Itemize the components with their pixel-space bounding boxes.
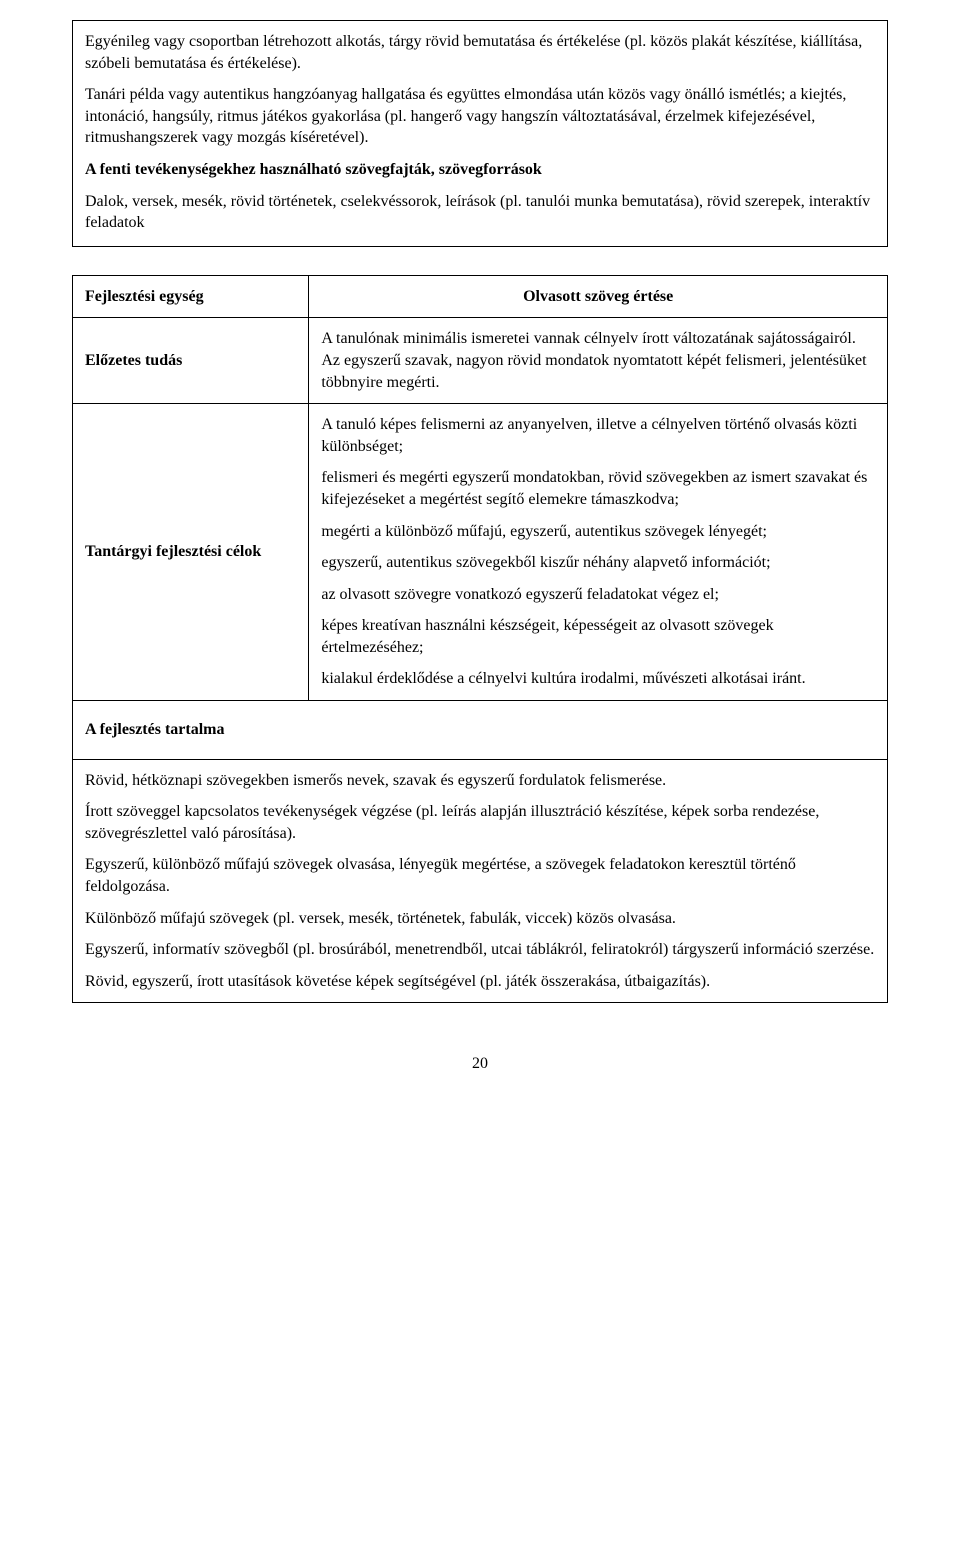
- page-number: 20: [72, 1053, 888, 1075]
- row-content-full: Rövid, hétköznapi szövegekben ismerős ne…: [73, 759, 888, 1003]
- section-subheading: A fenti tevékenységekhez használható szö…: [85, 159, 875, 181]
- curriculum-table: Fejlesztési egység Olvasott szöveg értés…: [72, 275, 888, 1004]
- paragraph: megérti a különböző műfajú, egyszerű, au…: [321, 521, 875, 543]
- paragraph: Tanári példa vagy autentikus hangzóanyag…: [85, 84, 875, 149]
- paragraph: A tanulónak minimális ismeretei vannak c…: [321, 328, 875, 393]
- paragraph: Egyszerű, informatív szövegből (pl. bros…: [85, 939, 875, 961]
- row-label: Előzetes tudás: [73, 318, 309, 404]
- paragraph: Rövid, hétköznapi szövegekben ismerős ne…: [85, 770, 875, 792]
- row-title: Olvasott szöveg értése: [309, 275, 888, 318]
- row-label-full: A fejlesztés tartalma: [73, 701, 888, 760]
- table-row: Előzetes tudás A tanulónak minimális ism…: [73, 318, 888, 404]
- paragraph: kialakul érdeklődése a célnyelvi kultúra…: [321, 668, 875, 690]
- row-label: Fejlesztési egység: [73, 275, 309, 318]
- table-row: Fejlesztési egység Olvasott szöveg értés…: [73, 275, 888, 318]
- paragraph: Egyszerű, különböző műfajú szövegek olva…: [85, 854, 875, 897]
- paragraph: A tanuló képes felismerni az anyanyelven…: [321, 414, 875, 457]
- row-label: Tantárgyi fejlesztési célok: [73, 404, 309, 701]
- table-row: A fejlesztés tartalma: [73, 701, 888, 760]
- paragraph: Rövid, egyszerű, írott utasítások követé…: [85, 971, 875, 993]
- paragraph: Egyénileg vagy csoportban létrehozott al…: [85, 31, 875, 74]
- paragraph: Írott szöveggel kapcsolatos tevékenysége…: [85, 801, 875, 844]
- paragraph: Dalok, versek, mesék, rövid történetek, …: [85, 191, 875, 234]
- table-row: Tantárgyi fejlesztési célok A tanuló kép…: [73, 404, 888, 701]
- row-content: A tanuló képes felismerni az anyanyelven…: [309, 404, 888, 701]
- top-section-box: Egyénileg vagy csoportban létrehozott al…: [72, 20, 888, 247]
- paragraph: felismeri és megérti egyszerű mondatokba…: [321, 467, 875, 510]
- table-row: Rövid, hétköznapi szövegekben ismerős ne…: [73, 759, 888, 1003]
- paragraph: Különböző műfajú szövegek (pl. versek, m…: [85, 908, 875, 930]
- row-content: A tanulónak minimális ismeretei vannak c…: [309, 318, 888, 404]
- paragraph: képes kreatívan használni készségeit, ké…: [321, 615, 875, 658]
- paragraph: az olvasott szövegre vonatkozó egyszerű …: [321, 584, 875, 606]
- paragraph: egyszerű, autentikus szövegekből kiszűr …: [321, 552, 875, 574]
